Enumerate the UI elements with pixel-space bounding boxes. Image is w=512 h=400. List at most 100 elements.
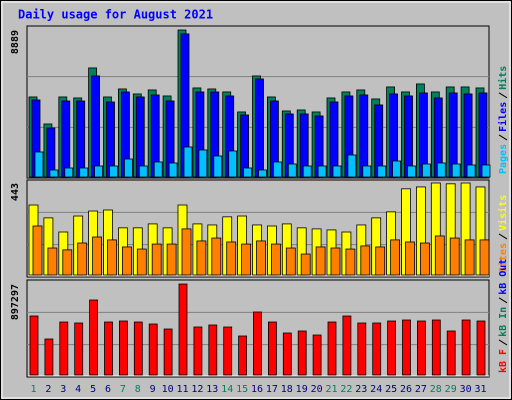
x-tick-label: 20 [311,384,323,395]
bar [47,247,58,276]
x-tick-label: 31 [474,384,486,395]
legend-label: Hits [497,66,509,90]
bar [267,321,277,376]
bar [29,315,39,376]
bar [76,100,86,178]
x-tick-label: 24 [370,384,382,395]
bar [183,146,193,178]
bar [272,161,282,178]
x-tick-label: 25 [385,384,397,395]
bar [193,326,203,376]
x-tick-label: 17 [266,384,278,395]
bar [181,228,192,276]
bar [91,75,100,178]
bar [390,239,401,276]
bar [419,242,430,276]
bar [107,239,117,276]
y-max-label: 8889 [10,30,21,54]
bar [136,248,147,276]
bar [372,322,382,376]
x-tick-label: 28 [430,384,442,395]
bar [258,169,267,178]
x-tick-label: 8 [135,384,141,395]
bar [362,165,372,178]
bar [345,248,356,276]
legend-label: Visits [497,195,509,231]
bar [255,78,264,178]
bar [377,165,387,178]
bar [109,165,118,178]
bar [59,321,69,376]
bar [431,319,441,376]
bar [64,167,74,178]
bar [226,241,237,276]
bar [34,151,44,178]
bar [461,319,471,376]
y-max-label: 443 [10,183,21,201]
bar [300,253,311,276]
bar [119,320,128,376]
bar [342,315,352,376]
bar [211,237,222,276]
bar [421,163,431,178]
x-tick-label: 2 [45,384,51,395]
legend-label: Files [497,102,509,132]
x-tick-label: 15 [236,384,248,395]
bar [466,164,476,178]
legend-separator [498,92,508,99]
bar [327,321,337,376]
bar [166,243,177,276]
x-tick-label: 30 [460,384,472,395]
bar [287,163,297,178]
legend-label: kB Out [498,259,509,295]
bar [151,243,162,276]
bar [302,165,312,178]
bar [360,245,371,276]
bar [387,320,397,376]
bar [476,320,486,376]
bar [481,164,491,178]
x-tick-label: 14 [221,384,233,395]
bar [122,246,132,276]
legend: Pages Files Hits [497,66,509,174]
bar [62,249,73,276]
bar [208,324,218,376]
bar [402,319,411,376]
x-tick-label: 10 [162,384,174,395]
x-tick-label: 4 [75,384,81,395]
legend-separator [498,233,508,240]
bar [270,243,281,276]
bar [375,246,386,276]
bar [416,320,426,376]
bar [434,235,445,276]
bar [463,93,473,178]
x-tick-label: 29 [445,384,457,395]
x-tick-label: 21 [325,384,337,395]
legend-label: Sites [497,243,509,273]
bar [478,92,488,178]
legend-separator [498,339,508,346]
chart-title: Daily usage for August 2021 [18,8,213,22]
bar [285,247,296,276]
bar [312,334,322,376]
bar [297,330,307,376]
bar [148,323,158,376]
bar [32,225,43,276]
x-tick-label: 5 [90,384,96,395]
bar [243,167,253,178]
x-tick-label: 16 [251,384,263,395]
bar [44,338,54,376]
bar [163,328,173,376]
bar [405,241,415,276]
x-tick-label: 18 [281,384,293,395]
bar [451,163,461,178]
bar [282,332,292,376]
bar [168,162,178,178]
x-tick-label: 11 [176,384,188,395]
bar [133,321,143,376]
bar [479,239,490,276]
bar [198,149,208,178]
x-tick-label: 26 [400,384,412,395]
